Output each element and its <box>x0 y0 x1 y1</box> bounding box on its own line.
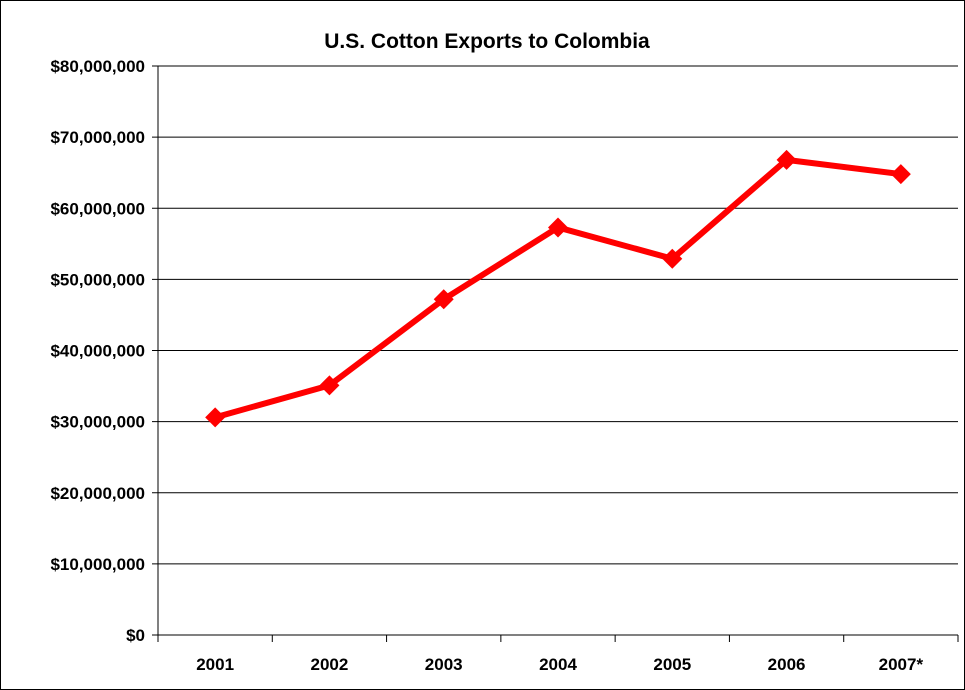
data-point-marker <box>548 217 568 238</box>
y-tick-labels: $0 $10,000,000 $20,000,000 $30,000,000 $40,0… <box>50 57 145 645</box>
series-line <box>212 156 904 421</box>
y-tick-label: $0 <box>126 626 145 645</box>
data-point-marker <box>433 289 454 310</box>
data-point-marker <box>890 164 911 185</box>
y-tick-label: $50,000,000 <box>50 270 145 289</box>
series-layer <box>205 149 911 428</box>
y-tick-label: $80,000,000 <box>50 57 145 76</box>
y-tick-label: $20,000,000 <box>50 484 145 503</box>
data-point-marker <box>662 248 683 269</box>
data-point-marker <box>776 149 797 170</box>
x-tick-label: 2007* <box>879 655 924 674</box>
y-tick-label: $30,000,000 <box>50 413 145 432</box>
x-tick-label: 2004 <box>539 655 577 674</box>
y-tick-label: $60,000,000 <box>50 199 145 218</box>
y-tick-label: $10,000,000 <box>50 555 145 574</box>
x-tick-label: 2003 <box>425 655 463 674</box>
x-tick-label: 2001 <box>196 655 234 674</box>
x-tick-label: 2006 <box>768 655 806 674</box>
gridlines <box>158 65 958 565</box>
y-tick-label: $70,000,000 <box>50 128 145 147</box>
x-tick-label: 2002 <box>311 655 349 674</box>
axes <box>152 65 959 642</box>
y-tick-label: $40,000,000 <box>50 342 145 361</box>
data-point-marker <box>319 375 340 396</box>
x-tick-labels: 2001 2002 2003 2004 2005 2006 2007* <box>196 655 923 674</box>
data-point-marker <box>205 407 226 428</box>
x-tick-label: 2005 <box>653 655 691 674</box>
chart-title: U.S. Cotton Exports to Colombia <box>324 30 650 53</box>
